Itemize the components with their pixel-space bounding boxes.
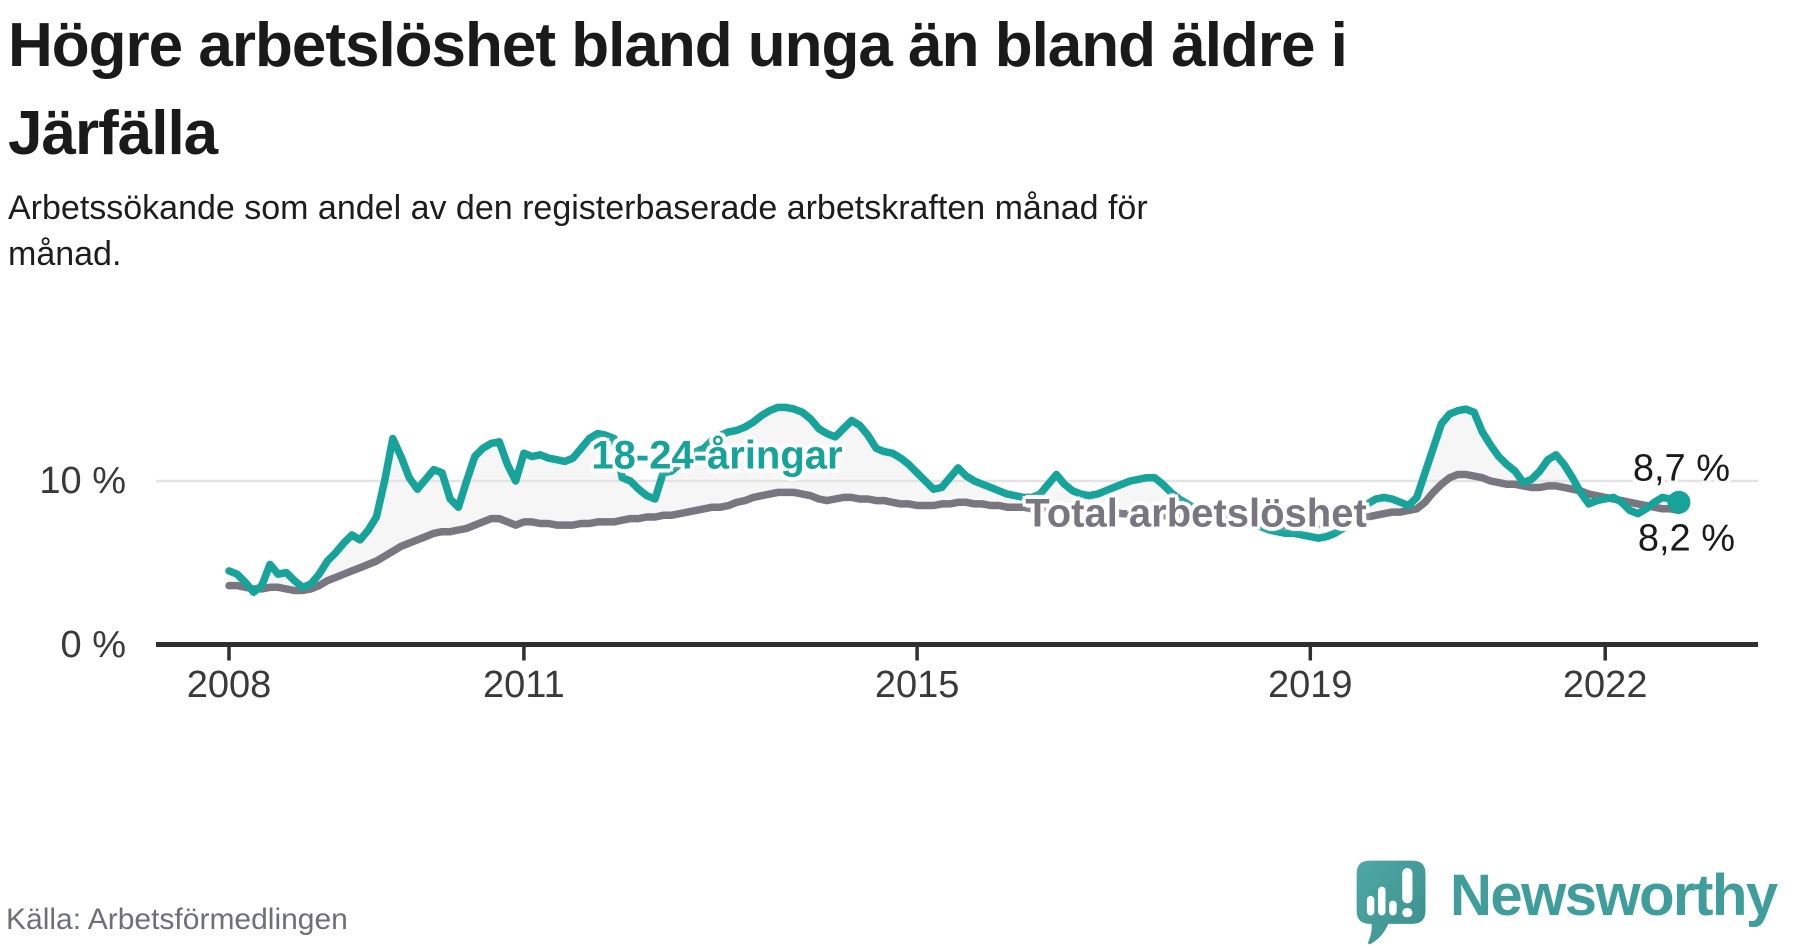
y-tick-label-10: 10 % — [39, 460, 126, 502]
exclamation-bar — [1402, 868, 1413, 904]
page-title: Högre arbetslöshet bland unga än bland ä… — [8, 2, 1648, 178]
total-series-label: Total arbetslöshet — [1025, 491, 1367, 536]
x-tick-label-2011: 2011 — [483, 664, 565, 706]
subtitle-line1: Arbetssökande som andel av den registerb… — [8, 189, 1148, 227]
newsworthy-speech-bubble-bar-chart-icon — [1356, 860, 1426, 945]
youth-unemployment-line — [225, 403, 1683, 596]
youth-end-dot — [1667, 490, 1691, 514]
x-tick-label-2022: 2022 — [1562, 664, 1648, 706]
bar-1 — [1366, 895, 1375, 916]
title-line1: Högre arbetslöshet bland unga än bland ä… — [8, 11, 1348, 80]
youth-series-label: 18-24-åringar — [591, 433, 843, 478]
title-line2: Järfälla — [8, 99, 218, 169]
bar-2 — [1378, 886, 1386, 916]
x-tick-label-2008: 2008 — [186, 664, 272, 706]
x-tick-label-2019: 2019 — [1268, 664, 1353, 706]
total-end-value-label: 8,2 % — [1637, 517, 1735, 560]
chart-subtitle: Arbetssökande som andel av den registerb… — [8, 186, 1508, 278]
exclamation-dot — [1402, 908, 1413, 918]
subtitle-line2: månad. — [8, 234, 122, 273]
newsworthy-logo: Newsworthy — [1352, 855, 1778, 948]
total-unemployment-line — [225, 470, 1683, 595]
brand-wordmark: Newsworthy — [1450, 862, 1778, 928]
source-credit: Källa: Arbetsförmedlingen — [6, 903, 348, 936]
y-tick-label-0: 0 % — [60, 623, 126, 666]
bar-3 — [1389, 900, 1397, 916]
x-tick-label-2015: 2015 — [874, 664, 960, 706]
youth-end-value-label: 8,7 % — [1632, 447, 1730, 490]
